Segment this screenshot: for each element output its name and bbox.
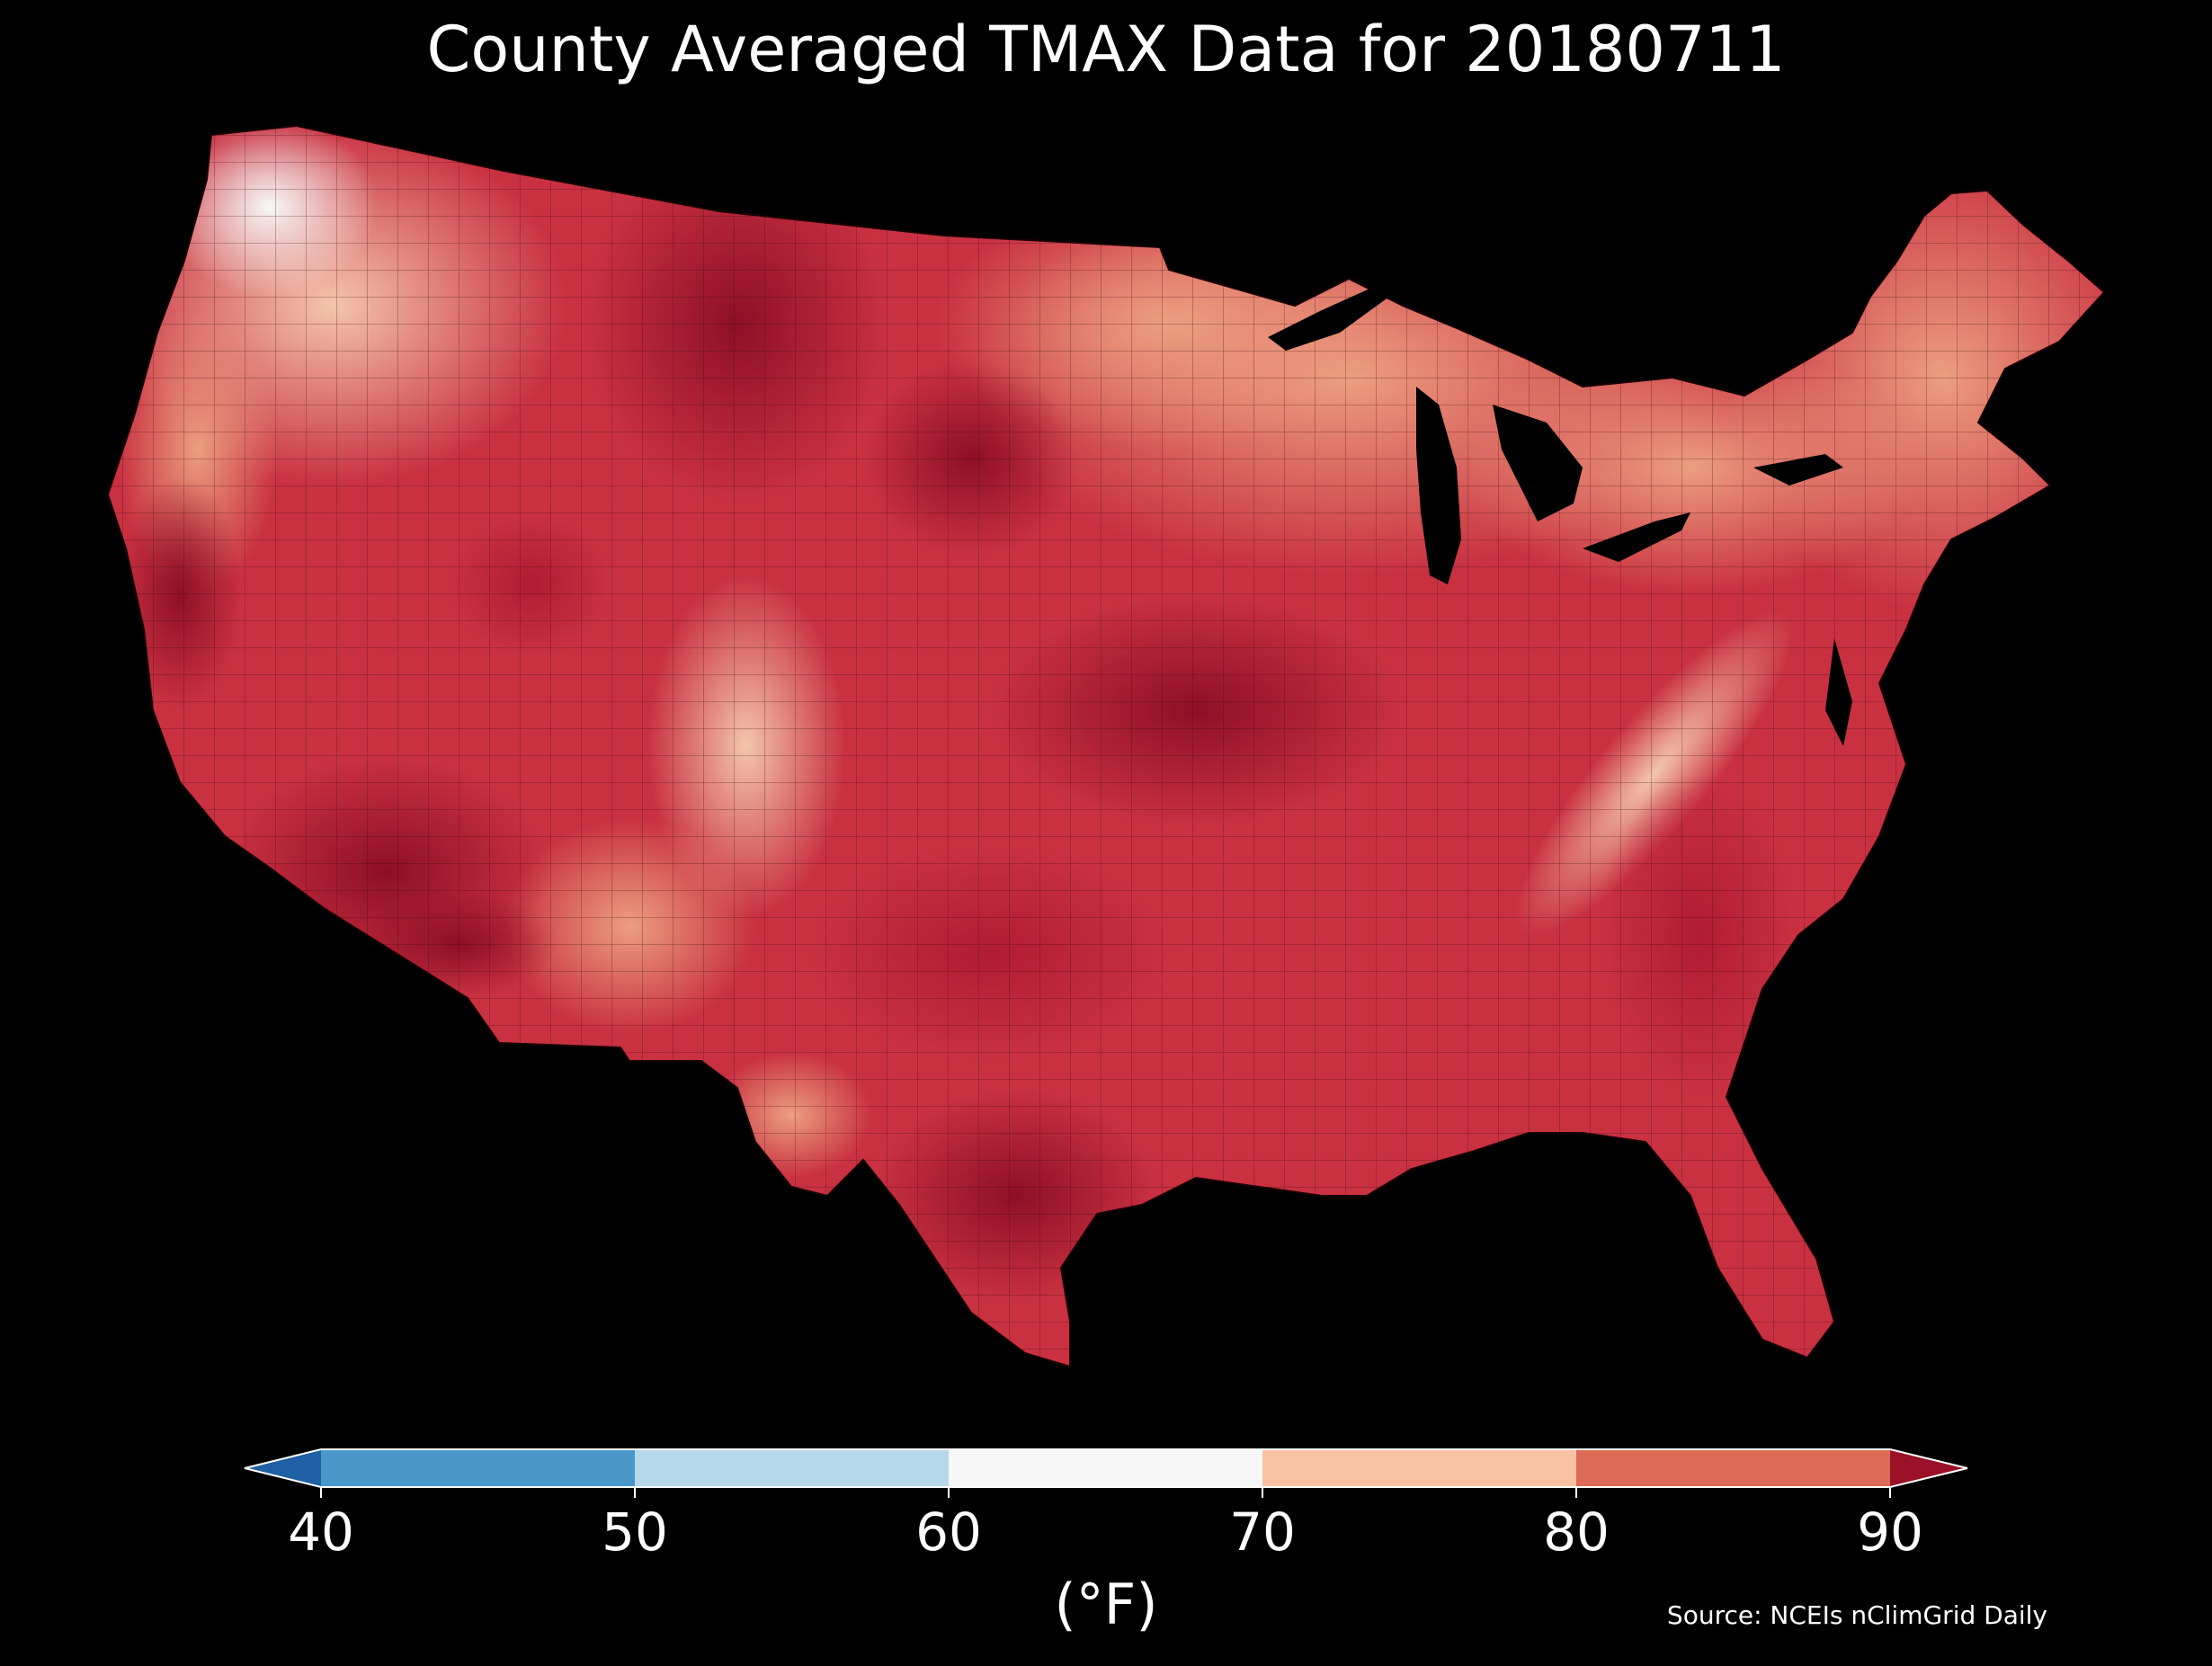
colorbar-bin-60-70 bbox=[949, 1449, 1262, 1487]
lake-huron bbox=[1493, 405, 1583, 521]
colorbar-tick-label: 50 bbox=[602, 1501, 668, 1563]
colorbar-bin-80-90 bbox=[1576, 1449, 1890, 1487]
colorbar-unit-label: (°F) bbox=[1054, 1572, 1158, 1637]
lake-ontario bbox=[1753, 454, 1843, 486]
colorbar-tick-label: 80 bbox=[1543, 1501, 1610, 1563]
lake-superior bbox=[1268, 286, 1389, 351]
colorbar-extend-under bbox=[245, 1449, 321, 1487]
source-note: Source: NCEIs nClimGrid Daily bbox=[1666, 1600, 2047, 1630]
chesapeake-bay bbox=[1825, 638, 1852, 746]
us-county-map bbox=[107, 125, 2105, 1368]
colorbar-bin-70-80 bbox=[1262, 1449, 1576, 1487]
colorbar-extend-over bbox=[1890, 1449, 1967, 1487]
colorbar-tick-label: 70 bbox=[1229, 1501, 1296, 1563]
colorbar-tick-label: 90 bbox=[1857, 1501, 1923, 1563]
colorbar-bin-40-50 bbox=[321, 1449, 635, 1487]
lake-erie bbox=[1583, 512, 1690, 562]
map-title: County Averaged TMAX Data for 20180711 bbox=[426, 13, 1786, 86]
colorbar-bin-50-60 bbox=[635, 1449, 949, 1487]
great-lakes bbox=[1268, 286, 1852, 746]
colorbar-ticks bbox=[320, 1487, 1891, 1498]
colorbar-tick-label: 60 bbox=[915, 1501, 982, 1563]
colorbar-tick-label: 40 bbox=[288, 1501, 354, 1563]
lake-michigan bbox=[1416, 387, 1461, 584]
